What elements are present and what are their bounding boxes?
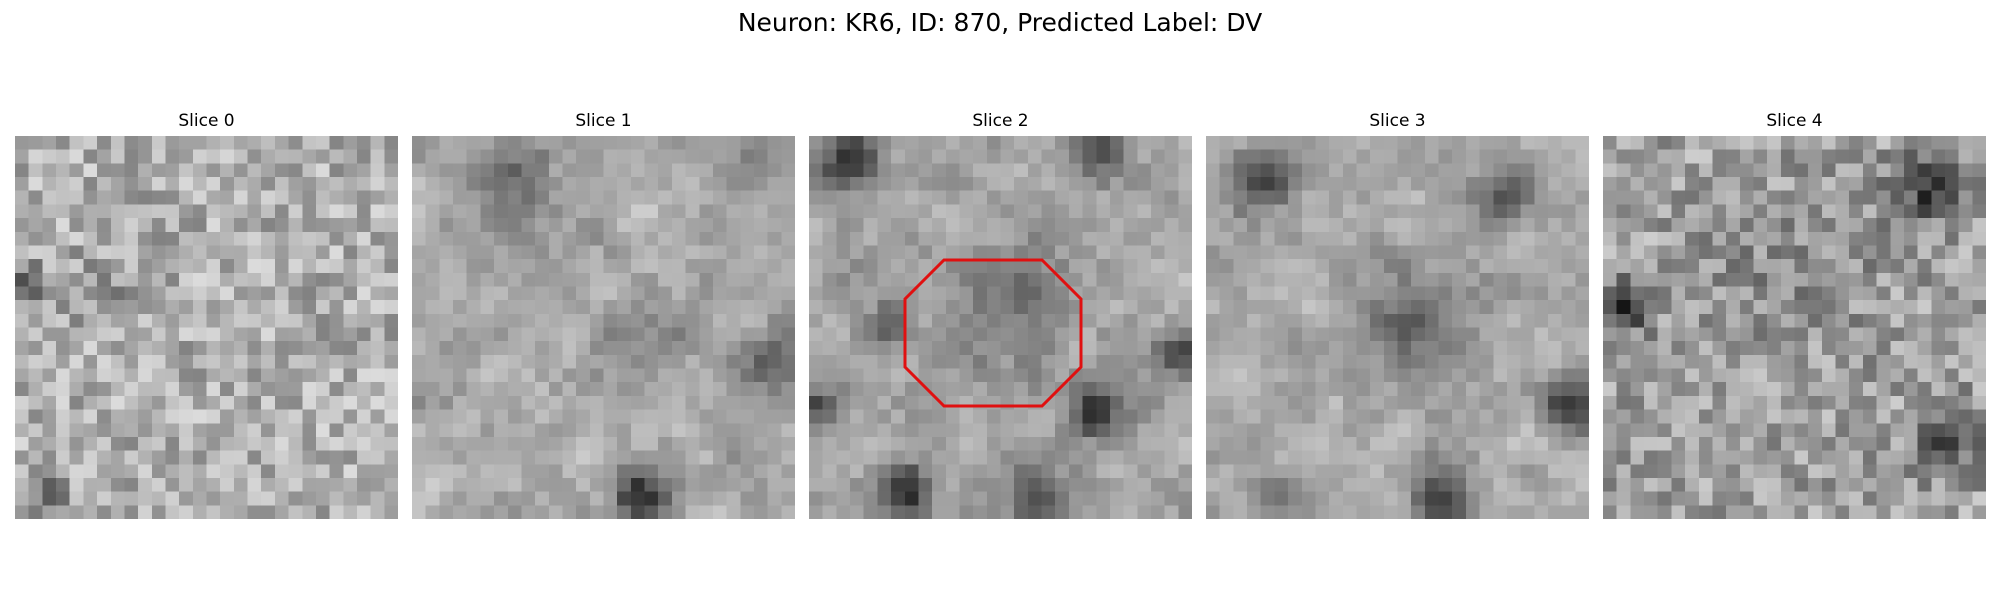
slice-panel-3: Slice 3 (1206, 108, 1589, 519)
slice-image-3 (1206, 136, 1589, 519)
slice-panel-0: Slice 0 (15, 108, 398, 519)
slice-title: Slice 4 (1766, 111, 1823, 131)
slice-title: Slice 0 (178, 111, 235, 131)
slice-image-1 (412, 136, 795, 519)
slice-image-2 (809, 136, 1192, 519)
slice-panel-1: Slice 1 (412, 108, 795, 519)
slice-image-0 (15, 136, 398, 519)
slice-title: Slice 2 (972, 111, 1029, 131)
slice-title: Slice 1 (575, 111, 632, 131)
slice-title: Slice 3 (1369, 111, 1426, 131)
slice-image-4 (1603, 136, 1986, 519)
slice-panel-4: Slice 4 (1603, 108, 1986, 519)
slice-panel-2: Slice 2 (809, 108, 1192, 519)
figure-title: Neuron: KR6, ID: 870, Predicted Label: D… (737, 8, 1263, 37)
